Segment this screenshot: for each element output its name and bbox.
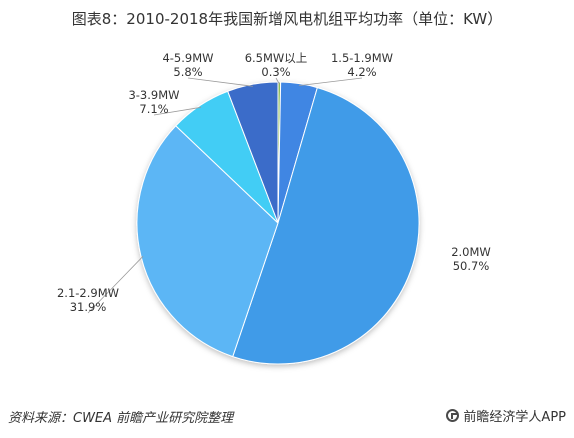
leader-line bbox=[87, 256, 144, 314]
slice-category-label: 1.5-1.9MW bbox=[331, 51, 393, 65]
pie-slice bbox=[232, 86, 420, 365]
slice-category-label: 4-5.9MW bbox=[162, 51, 213, 65]
leader-line bbox=[275, 77, 280, 85]
source-note: 资料来源：CWEA 前瞻产业研究院整理 bbox=[8, 411, 234, 426]
leader-line bbox=[153, 106, 202, 116]
leader-line bbox=[187, 77, 253, 87]
pie-slice bbox=[136, 125, 279, 358]
leader-line bbox=[298, 77, 363, 86]
slice-value-label: 4.2% bbox=[347, 65, 376, 79]
brand-logo-icon bbox=[446, 409, 460, 422]
slice-category-label: 2.1-2.9MW bbox=[57, 286, 119, 300]
slice-value-label: 31.9% bbox=[70, 300, 107, 314]
slice-category-label: 3-3.9MW bbox=[128, 88, 179, 102]
slice-value-label: 5.8% bbox=[173, 65, 202, 79]
slice-value-label: 50.7% bbox=[453, 259, 490, 273]
slice-category-label: 6.5MW以上 bbox=[245, 51, 308, 65]
chart-title: 图表8：2010-2018年我国新增风电机组平均功率（单位：KW） bbox=[71, 10, 503, 28]
slice-value-label: 7.1% bbox=[139, 102, 168, 116]
slice-category-label: 2.0MW bbox=[451, 245, 491, 259]
slice-value-label: 0.3% bbox=[261, 65, 290, 79]
brand-credit: 前瞻经济学人APP bbox=[446, 406, 566, 425]
brand-name: 前瞻经济学人APP bbox=[463, 410, 566, 425]
